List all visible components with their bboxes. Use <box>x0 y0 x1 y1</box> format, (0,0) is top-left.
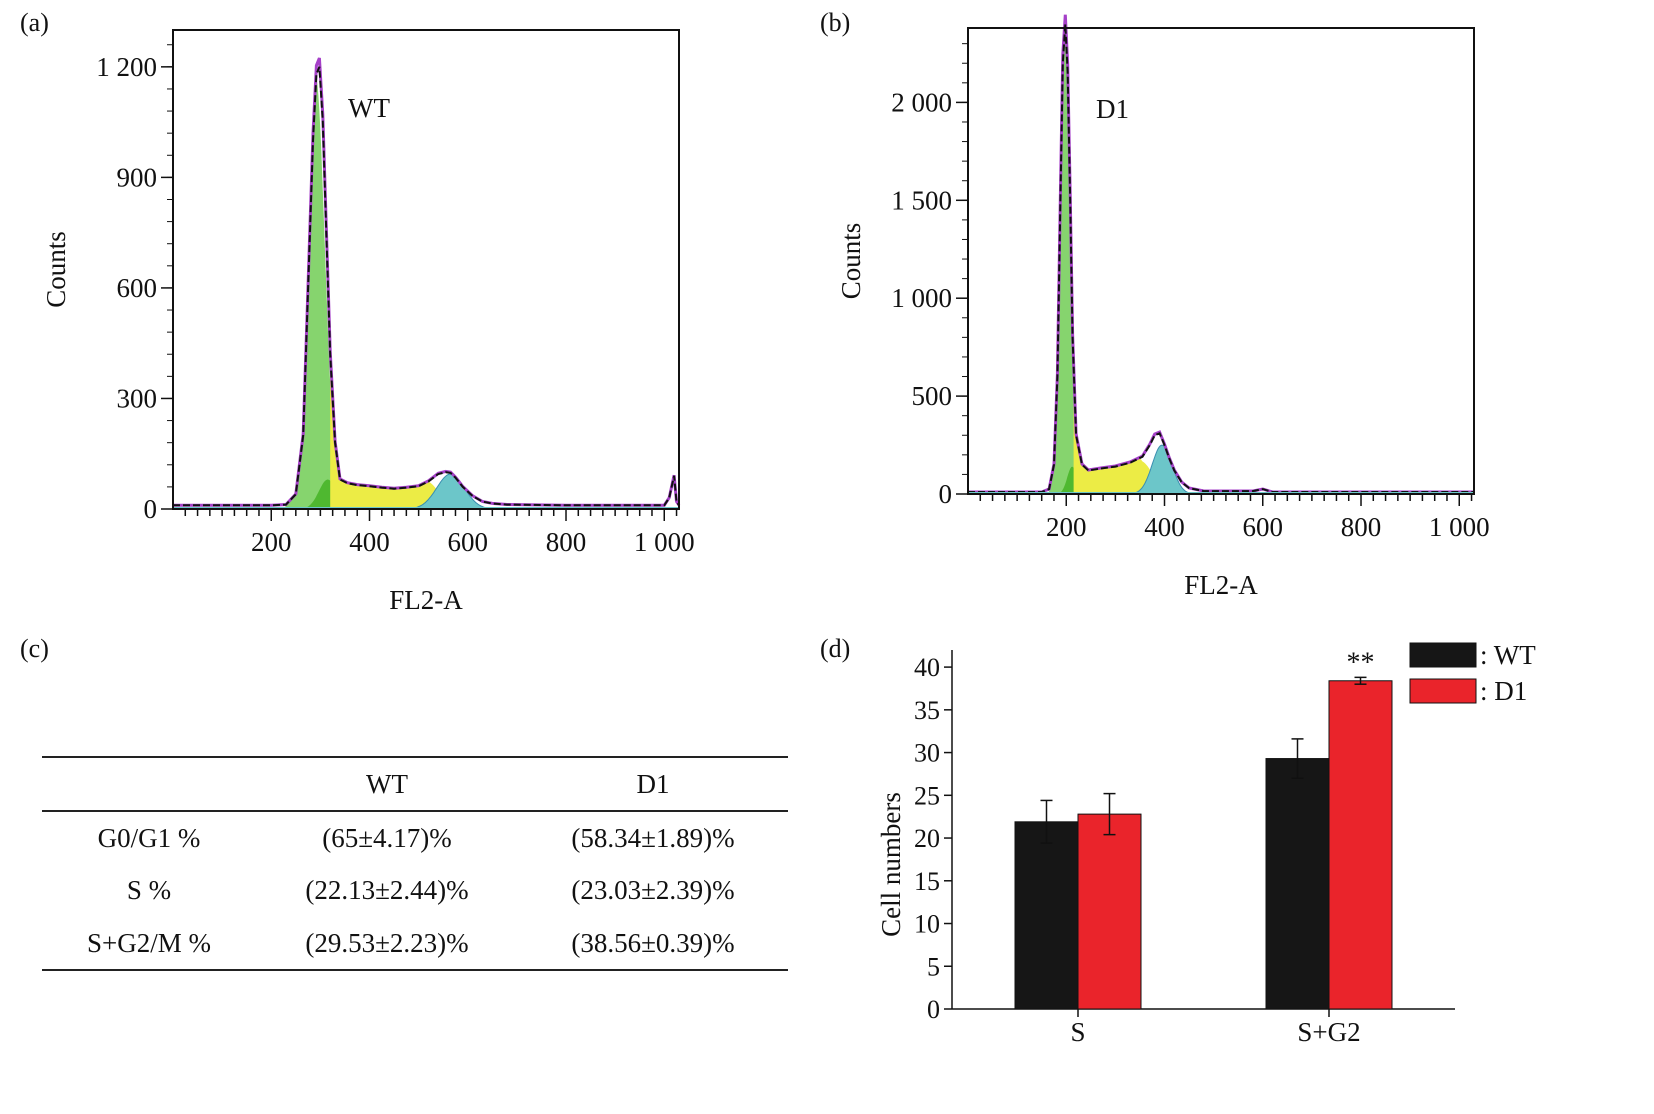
y-tick-label: 25 <box>914 781 940 810</box>
bar-wt <box>1265 758 1330 1010</box>
histogram-line <box>968 24 1474 493</box>
y-tick-label: 20 <box>914 824 940 853</box>
y-tick-label: 0 <box>927 995 940 1024</box>
s-phase-fill <box>1073 365 1160 494</box>
panel-d-label: (d) <box>820 634 851 663</box>
y-tick-label: 30 <box>914 739 940 768</box>
x-axis-label: FL2-A <box>1184 570 1258 600</box>
legend-swatch <box>1409 642 1477 668</box>
sample-annotation: WT <box>348 93 390 123</box>
x-tick-label: 600 <box>448 527 489 557</box>
table-header-row: WT D1 <box>42 756 788 812</box>
panel-a-label: (a) <box>20 8 49 37</box>
table-cell: S % <box>126 875 172 905</box>
sample-annotation: D1 <box>1096 94 1129 124</box>
table-cell: S+G2/M % <box>42 917 256 971</box>
x-tick-label: 400 <box>1144 512 1185 542</box>
model-fit-line <box>968 14 1474 494</box>
table-row: S % (22.13±2.44)% (23.03±2.39)% <box>42 864 788 917</box>
y-axis-label: Cell numbers <box>876 792 906 937</box>
cell-cycle-table: WT D1 G0/G1 % (65±4.17)% (58.34±1.89)% S… <box>42 756 788 971</box>
s-phase-fill <box>330 354 449 509</box>
x-tick-label: S+G2 <box>1297 1017 1360 1047</box>
bar-wt <box>1014 821 1079 1010</box>
table-row: S+G2/M % (29.53±2.23)% (38.56±0.39)% <box>42 917 788 971</box>
y-tick-label: 900 <box>117 162 158 192</box>
table-cell: (23.03±2.39)% <box>571 875 735 905</box>
x-tick-label: 1 000 <box>634 527 695 557</box>
y-tick-label: 1 000 <box>891 283 952 313</box>
x-tick-label: 400 <box>349 527 390 557</box>
y-tick-label: 10 <box>914 910 940 939</box>
table-cell: (65±4.17)% <box>322 822 452 853</box>
g1-peak-fill <box>1045 31 1085 495</box>
y-tick-label: 0 <box>939 479 953 509</box>
plot-frame <box>967 27 1475 495</box>
bar-d1 <box>1077 813 1142 1010</box>
x-tick-label: 200 <box>1046 512 1087 542</box>
legend-swatch <box>1409 678 1477 704</box>
x-tick-label: 600 <box>1243 512 1284 542</box>
y-tick-label: 500 <box>912 381 953 411</box>
table-cell: (22.13±2.44)% <box>305 875 469 905</box>
table-cell: (58.34±1.89)% <box>571 822 735 853</box>
panel-b-label: (b) <box>820 8 851 37</box>
x-tick-label: 800 <box>1341 512 1382 542</box>
x-axis-label: FL2-A <box>389 585 463 615</box>
model-fit-line <box>173 57 681 507</box>
y-tick-label: 1 500 <box>891 185 952 215</box>
y-tick-label: 300 <box>117 383 158 413</box>
table-cell: G0/G1 % <box>97 822 201 853</box>
x-tick-label: 800 <box>546 527 587 557</box>
histogram-line <box>173 66 680 507</box>
table-header: D1 <box>518 756 788 812</box>
y-axis-label: Counts <box>836 223 866 300</box>
y-tick-label: 15 <box>914 867 940 896</box>
y-tick-label: 35 <box>914 696 940 725</box>
legend-label: : D1 <box>1480 676 1527 706</box>
y-tick-label: 0 <box>144 494 158 524</box>
table-header <box>42 756 256 812</box>
table-cell: (29.53±2.23)% <box>256 917 518 971</box>
g1-peak-fill <box>278 76 353 509</box>
y-tick-label: 600 <box>117 273 158 303</box>
table-header: WT <box>256 756 518 812</box>
bar-d1 <box>1328 680 1393 1010</box>
y-tick-label: 2 000 <box>891 87 952 117</box>
y-tick-label: 40 <box>914 653 940 682</box>
x-tick-label: S <box>1070 1017 1085 1047</box>
panel-c-label: (c) <box>20 634 49 663</box>
y-tick-label: 5 <box>927 952 940 981</box>
x-tick-label: 200 <box>251 527 292 557</box>
y-axis-label: Counts <box>41 231 71 308</box>
significance-marker: ** <box>1347 647 1375 678</box>
plot-frame <box>172 29 680 510</box>
table-cell: (38.56±0.39)% <box>518 917 788 971</box>
g2-peak-fill <box>1132 444 1193 495</box>
x-tick-label: 1 000 <box>1429 512 1490 542</box>
table-row: G0/G1 % (65±4.17)% (58.34±1.89)% <box>42 811 788 864</box>
y-tick-label: 1 200 <box>96 52 157 82</box>
legend-label: : WT <box>1480 640 1536 670</box>
